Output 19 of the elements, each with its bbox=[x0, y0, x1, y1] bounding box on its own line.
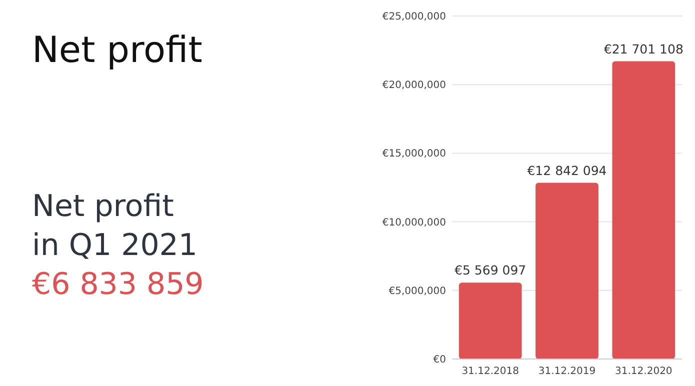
y-tick-label: €25,000,000 bbox=[382, 12, 446, 22]
text: Net profit bbox=[32, 30, 202, 71]
bar bbox=[536, 182, 598, 359]
y-tick-label: €15,000,000 bbox=[382, 148, 446, 160]
bar bbox=[612, 61, 676, 359]
x-tick-label: 31.12.2020 bbox=[615, 366, 672, 377]
y-tick-label: €5,000,000 bbox=[388, 286, 446, 297]
data-label: €5 569 097 bbox=[454, 262, 526, 278]
data-label: €21 701 108 bbox=[604, 41, 684, 56]
y-tick-label: €0 bbox=[433, 354, 446, 366]
data-label: €12 842 094 bbox=[527, 162, 607, 178]
y-tick-label: €20,000,000 bbox=[382, 80, 446, 92]
text: Net profit bbox=[32, 189, 174, 224]
x-tick-label: 31.12.2019 bbox=[538, 366, 596, 377]
text: in Q1 2021 bbox=[32, 228, 198, 263]
bar bbox=[458, 282, 522, 359]
x-tick-label: 31.12.2018 bbox=[462, 366, 519, 377]
y-tick-label: €10,000,000 bbox=[382, 217, 446, 228]
text: €6 833 859 bbox=[32, 267, 204, 302]
